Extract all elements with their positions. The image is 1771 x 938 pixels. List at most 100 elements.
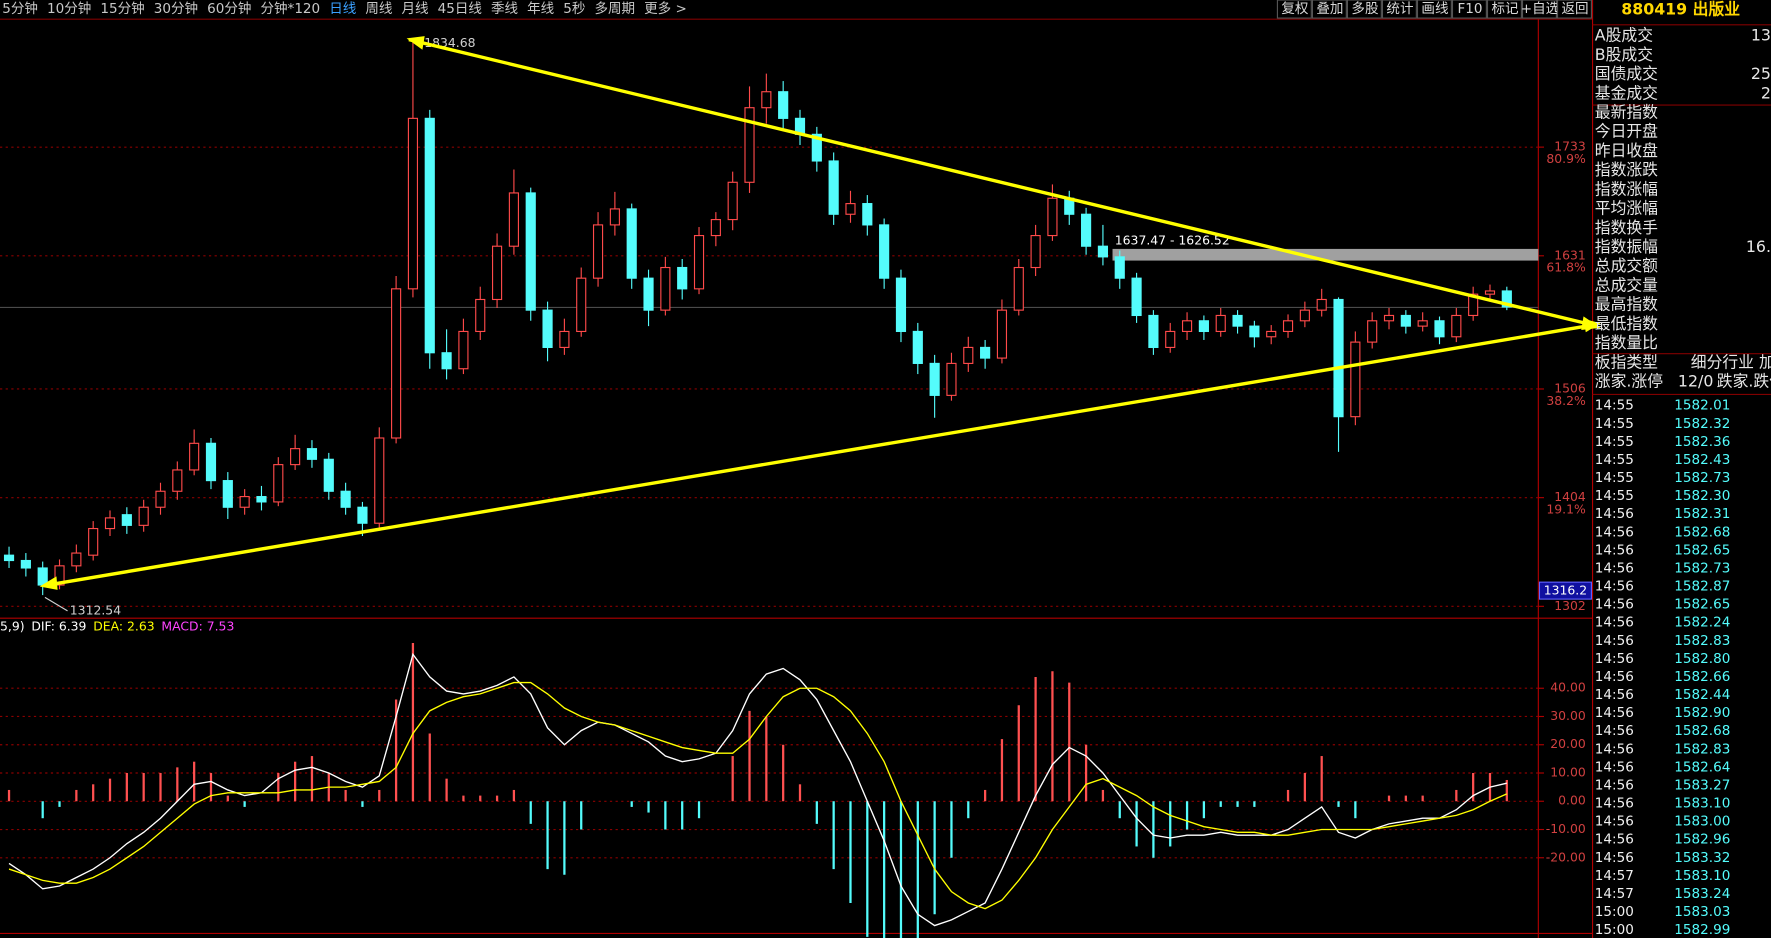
candle-body [71, 552, 82, 567]
stat-value: 细分行业 加权 [1691, 352, 1771, 371]
toolbar-button[interactable]: 返回 [1561, 1, 1588, 17]
candle-body [441, 352, 452, 370]
toolbar-tab[interactable]: 日线 [329, 1, 357, 17]
tick-time: 14:57 [1595, 886, 1634, 902]
toolbar-tab[interactable]: 月线 [401, 1, 429, 17]
candle-body [121, 514, 132, 526]
candle-body [54, 565, 65, 586]
tick-price: 1582.80 [1674, 651, 1730, 667]
toolbar-button-frame [1451, 0, 1487, 19]
stat-label: 总成交量 [1595, 275, 1658, 294]
candle-body [1131, 277, 1142, 317]
toolbar-tab[interactable]: 10分钟 [47, 0, 91, 17]
candle-body [256, 496, 267, 503]
candle-body [458, 330, 469, 370]
stat-value: 13 [1751, 26, 1771, 45]
toolbar-button[interactable]: 画线 [1421, 1, 1449, 17]
candle-body [778, 91, 789, 119]
tick-time: 14:55 [1595, 434, 1634, 450]
candle-body [205, 442, 217, 482]
tick-price: 1583.00 [1674, 814, 1730, 830]
toolbar-tab[interactable]: 15分钟 [100, 0, 144, 17]
candle-body [189, 442, 200, 471]
toolbar-tab[interactable]: 更多 > [644, 0, 687, 17]
tick-price: 1582.90 [1674, 705, 1730, 721]
tick-price: 1582.64 [1674, 759, 1730, 775]
tick-price: 1582.65 [1674, 597, 1730, 613]
toolbar-button-frame [1346, 0, 1382, 19]
candle-body [744, 107, 755, 183]
fib-label: 61.8% [1546, 260, 1586, 275]
toolbar-button[interactable]: 标记 [1491, 1, 1519, 17]
candle-body [1333, 298, 1344, 418]
candle-body [1232, 314, 1243, 327]
tick-time: 14:56 [1595, 560, 1634, 576]
stat-label: 涨家.涨停 [1595, 371, 1663, 390]
candle-body [946, 362, 957, 396]
candle-body [290, 448, 301, 466]
tick-price: 1582.99 [1674, 922, 1730, 938]
toolbar-tab[interactable]: 5分钟 [2, 0, 38, 17]
stat-value: 16. [1746, 237, 1771, 256]
candle-body [626, 208, 637, 279]
toolbar-tab[interactable]: 多周期 [594, 0, 635, 17]
tick-time: 14:56 [1595, 814, 1634, 830]
toolbar-button[interactable]: F10 [1457, 1, 1482, 17]
tick-price: 1582.32 [1674, 416, 1730, 432]
tick-time: 14:56 [1595, 759, 1634, 775]
tick-price: 1582.65 [1674, 542, 1730, 558]
toolbar-button[interactable]: 叠加 [1316, 1, 1343, 17]
macd-legend: DIF: 6.39 [31, 619, 86, 634]
toolbar-button[interactable]: +自选 [1521, 1, 1560, 17]
toolbar-tab[interactable]: 60分钟 [207, 0, 251, 17]
tick-time: 14:56 [1595, 850, 1634, 866]
toolbar-button-frame [1556, 0, 1592, 19]
tick-price: 1582.43 [1674, 452, 1730, 468]
candle-body [1468, 293, 1479, 317]
candle-body [542, 309, 553, 348]
candle-body [1501, 290, 1512, 308]
candle-body [424, 117, 435, 354]
toolbar-tab[interactable]: 年线 [527, 1, 555, 17]
tick-time: 14:55 [1595, 452, 1634, 468]
tick-price: 1582.68 [1674, 524, 1730, 540]
tick-price: 1582.30 [1674, 488, 1730, 504]
tick-price: 1582.68 [1674, 723, 1730, 739]
toolbar-tab[interactable]: 30分钟 [154, 0, 198, 17]
low-label: 1312.54 [70, 602, 121, 617]
candle-body [508, 192, 519, 247]
y-tick-label: 1733 [1554, 139, 1586, 154]
trendline-arrow [39, 576, 58, 590]
tick-price: 1582.83 [1674, 633, 1730, 649]
toolbar-button-frame [1486, 0, 1522, 19]
candle-body [677, 266, 688, 290]
candle-body [1350, 341, 1361, 418]
stat-value: 25 [1751, 64, 1771, 83]
candle-body [391, 288, 402, 439]
tick-price: 1582.31 [1674, 506, 1730, 522]
candle-body [1047, 197, 1058, 237]
stat-label: 指数涨跌 [1595, 160, 1658, 179]
toolbar-button[interactable]: 复权 [1281, 0, 1309, 17]
toolbar-tab[interactable]: 季线 [491, 1, 519, 17]
candle-body [576, 277, 587, 333]
candle-body [88, 527, 99, 556]
toolbar-button[interactable]: 多股 [1351, 0, 1379, 17]
candle-body [710, 219, 721, 237]
toolbar-button[interactable]: 统计 [1386, 1, 1413, 17]
toolbar-tab[interactable]: 周线 [365, 1, 393, 17]
candle-body [879, 224, 890, 279]
toolbar-tab[interactable]: 5秒 [563, 1, 585, 17]
tick-price: 1582.44 [1674, 687, 1730, 703]
toolbar-button-frame [1276, 0, 1312, 19]
candle-body [1299, 309, 1310, 322]
candle-body [1198, 320, 1209, 333]
candle-body [693, 234, 705, 290]
candle-body [1434, 320, 1445, 338]
tick-price: 1583.10 [1674, 796, 1730, 812]
toolbar-tab[interactable]: 45日线 [438, 1, 483, 17]
candle-body [1030, 234, 1041, 269]
candle-body [340, 490, 351, 508]
toolbar-tab[interactable]: 分钟*120 [260, 0, 320, 17]
